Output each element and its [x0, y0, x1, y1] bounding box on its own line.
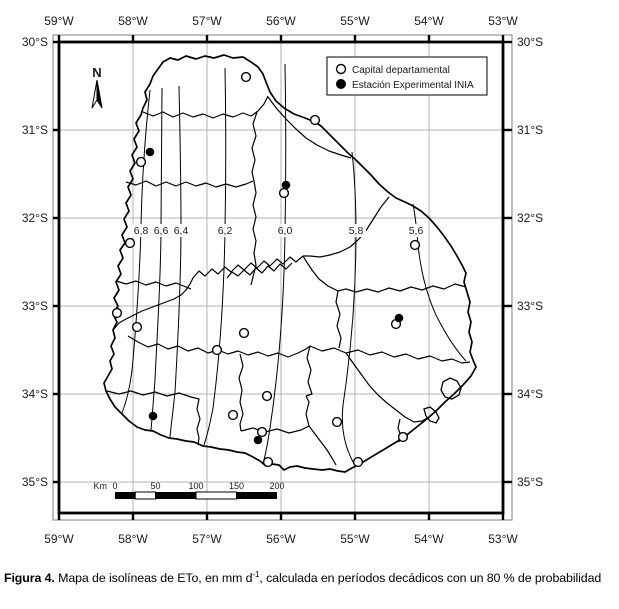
- isoline-label: 6,4: [174, 225, 189, 237]
- lat-label-left: 35°S: [22, 475, 48, 489]
- lat-label-left: 30°S: [22, 35, 48, 49]
- isoline-label: 5,8: [349, 225, 364, 237]
- capital-dot: [261, 390, 273, 402]
- legend-box: Capital departamental Estación Experimen…: [326, 56, 488, 96]
- north-label: N: [92, 65, 101, 80]
- scale-tick: 150: [229, 481, 244, 491]
- lat-label-left: 32°S: [22, 211, 48, 225]
- legend-filled-circle-icon: [336, 79, 346, 89]
- capital-dot: [262, 456, 274, 468]
- north-arrow-right: [96, 79, 103, 109]
- legend-item-label: Estación Experimental INIA: [352, 80, 474, 91]
- coastal-lagoons: [423, 377, 462, 424]
- lat-label-right: 31°S: [517, 123, 543, 137]
- figure-caption-text-2: , calculada en períodos decádicos con un…: [259, 571, 602, 586]
- isolines: [121, 63, 467, 463]
- capital-dot: [309, 114, 321, 126]
- legend-item-label: Capital departamental: [352, 65, 450, 76]
- capital-dot: [256, 426, 268, 438]
- isoline-label: 5,6: [409, 225, 424, 237]
- capital-dots: [111, 71, 421, 468]
- lon-label-top: 58°W: [118, 14, 148, 28]
- scale-bar: Km 0 50 100 150 200: [94, 481, 285, 500]
- lon-label-top: 59°W: [44, 14, 74, 28]
- lon-label-top: 56°W: [266, 14, 296, 28]
- lon-label-bottom: 54°W: [414, 532, 444, 546]
- lon-label-bottom: 58°W: [118, 532, 148, 546]
- inia-station-dot: [148, 411, 158, 421]
- degree-ticks: [53, 35, 512, 520]
- scale-tick: 50: [150, 481, 160, 491]
- scale-tick: 200: [269, 481, 284, 491]
- axis-labels: 59°W 58°W 57°W 56°W 55°W 54°W 53°W 59°W …: [22, 14, 543, 546]
- figure-caption-text-1: Mapa de isolíneas de ETo, en mm d: [54, 571, 253, 586]
- capital-dot: [211, 344, 223, 356]
- scale-tick: 100: [188, 481, 203, 491]
- inia-dots: [145, 147, 404, 445]
- outer-frame: [52, 34, 513, 521]
- isoline-6-2: [203, 67, 227, 446]
- lon-label-top: 54°W: [414, 14, 444, 28]
- capital-dot: [352, 456, 364, 468]
- isoline-labels: 6,8 6,6 6,4 6,2 6,0 5,8 5,6: [131, 224, 426, 237]
- lat-label-right: 34°S: [517, 387, 543, 401]
- lat-label-right: 32°S: [517, 211, 543, 225]
- isoline-6-6: [150, 87, 163, 431]
- inia-station-dot: [253, 435, 263, 445]
- capital-dot: [409, 239, 421, 251]
- inia-station-dot: [281, 180, 291, 190]
- lon-label-top: 53°W: [488, 14, 518, 28]
- capital-dot: [240, 71, 252, 83]
- north-arrow: N: [91, 65, 103, 109]
- map-canvas: 6,8 6,6 6,4 6,2 6,0 5,8 5,6 N Capital de…: [22, 14, 543, 546]
- capital-dot: [124, 237, 136, 249]
- capital-dot: [331, 416, 343, 428]
- figure-caption-number: Figura 4.: [4, 571, 55, 586]
- isoline-label: 6,0: [278, 225, 293, 237]
- legend-open-circle-icon: [335, 63, 347, 75]
- department-boundaries: [106, 95, 471, 466]
- lat-label-left: 34°S: [22, 387, 48, 401]
- lon-label-bottom: 57°W: [192, 532, 222, 546]
- scale-tick: 0: [112, 481, 117, 491]
- lon-label-bottom: 59°W: [44, 532, 74, 546]
- capital-dot: [131, 321, 143, 333]
- figure-caption-superscript: -1: [252, 570, 260, 579]
- isoline-label: 6,6: [154, 225, 169, 237]
- inia-station-dot: [394, 313, 404, 323]
- lon-label-bottom: 53°W: [488, 532, 518, 546]
- isoline-label: 6,2: [218, 225, 233, 237]
- inia-station-dot: [145, 147, 155, 157]
- capital-dot: [238, 327, 250, 339]
- figure-caption: Figura 4. Mapa de isolíneas de ETo, en m…: [4, 570, 616, 585]
- isoline-label: 6,8: [134, 225, 149, 237]
- isoline-6-0: [263, 63, 287, 461]
- capital-dot: [227, 409, 239, 421]
- scale-unit: Km: [94, 481, 108, 491]
- graticule-grid: [59, 42, 503, 513]
- capital-dot: [111, 307, 123, 319]
- capital-dot: [397, 431, 409, 443]
- lon-label-top: 55°W: [340, 14, 370, 28]
- capital-dot: [278, 187, 290, 199]
- lon-label-top: 57°W: [192, 14, 222, 28]
- lat-label-left: 33°S: [22, 299, 48, 313]
- country-outline: [103, 54, 477, 473]
- lat-label-right: 33°S: [517, 299, 543, 313]
- isoline-5-6: [412, 203, 467, 362]
- lon-label-bottom: 56°W: [266, 532, 296, 546]
- lat-label-right: 35°S: [517, 475, 543, 489]
- isoline-6-4: [169, 85, 182, 438]
- capital-dot: [135, 156, 147, 168]
- lat-label-right: 30°S: [517, 35, 543, 49]
- isoline-6-8: [121, 89, 151, 414]
- north-arrow-left: [91, 79, 98, 109]
- lat-label-left: 31°S: [22, 123, 48, 137]
- isoline-5-8: [341, 151, 357, 463]
- lon-label-bottom: 55°W: [340, 532, 370, 546]
